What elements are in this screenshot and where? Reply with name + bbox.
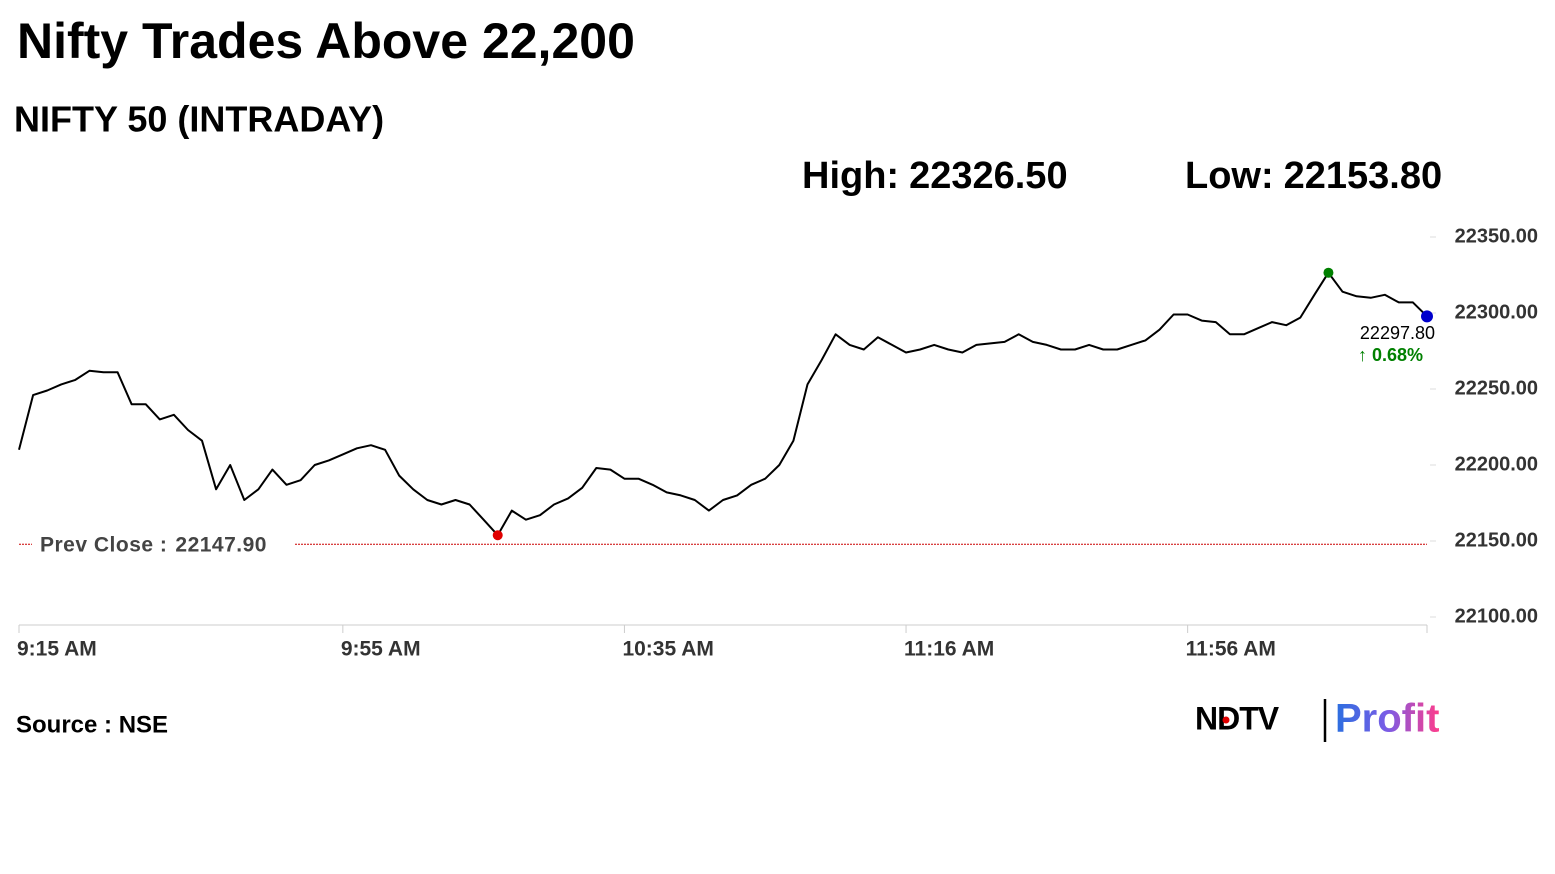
prev-close-label: Prev Close :: [40, 534, 167, 557]
y-tick-label: 22300.00: [1455, 301, 1538, 323]
x-tick-label: 9:15 AM: [17, 638, 97, 661]
logo-left: NDTV: [1195, 700, 1280, 736]
prev-close-bg: [32, 529, 294, 560]
logo-dot: [1222, 716, 1230, 724]
stat-value: 22326.50: [909, 155, 1068, 197]
stat-value: 22153.80: [1284, 155, 1443, 197]
stat-label: Low:: [1185, 155, 1274, 197]
extreme-marker: [1323, 267, 1334, 278]
x-tick-label: 11:16 AM: [904, 638, 994, 661]
price-line: [18, 271, 1428, 537]
last-change-label: ↑ 0.68%: [1358, 345, 1423, 365]
chart-subtitle: NIFTY 50 (INTRADAY): [14, 99, 384, 140]
x-tick-label: 11:56 AM: [1186, 638, 1276, 661]
y-tick-label: 22250.00: [1455, 377, 1538, 399]
last-value-label: 22297.80: [1360, 323, 1435, 343]
y-tick-label: 22350.00: [1455, 225, 1538, 247]
y-tick-label: 22100.00: [1455, 605, 1538, 627]
extreme-marker: [492, 530, 503, 541]
logo-right: Profit: [1335, 697, 1439, 741]
x-tick-label: 9:55 AM: [341, 638, 421, 661]
x-tick-label: 10:35 AM: [622, 638, 713, 661]
stat-label: High:: [802, 155, 899, 197]
y-tick-label: 22200.00: [1455, 453, 1538, 475]
last-marker: [1421, 310, 1433, 323]
chart-title: Nifty Trades Above 22,200: [17, 13, 635, 69]
y-tick-label: 22150.00: [1455, 529, 1538, 551]
prev-close-value: 22147.90: [175, 534, 267, 557]
source: Source : NSE: [16, 711, 168, 738]
